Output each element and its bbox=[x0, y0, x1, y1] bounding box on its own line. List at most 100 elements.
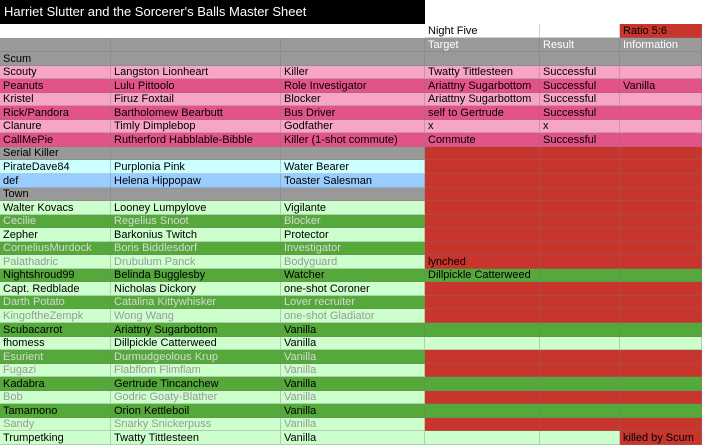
section-header-cell bbox=[281, 188, 425, 201]
info-cell bbox=[620, 174, 702, 188]
role-cell: one-shot Coroner bbox=[281, 282, 425, 296]
character-cell: Snarky Snickerpuss bbox=[111, 418, 281, 431]
player-cell: Kadabra bbox=[0, 377, 111, 391]
target-cell bbox=[425, 174, 540, 188]
character-cell: Barkonius Twitch bbox=[111, 228, 281, 242]
target-cell bbox=[425, 418, 540, 431]
player-cell: Trumpetking bbox=[0, 431, 111, 445]
character-cell: Bartholomew Bearbutt bbox=[111, 106, 281, 120]
player-cell: Fugazi bbox=[0, 364, 111, 377]
result-cell bbox=[540, 296, 620, 309]
player-cell: Kristel bbox=[0, 93, 111, 106]
role-cell: Investigator bbox=[281, 242, 425, 255]
character-cell: Ariattny Sugarbottom bbox=[111, 323, 281, 337]
status-cell bbox=[425, 147, 540, 160]
info-cell bbox=[620, 282, 702, 296]
info-cell: Vanilla bbox=[620, 79, 702, 93]
result-cell: Successful bbox=[540, 106, 620, 120]
sheet-title: Harriet Slutter and the Sorcerer's Balls… bbox=[0, 0, 425, 24]
section-header: Serial Killer bbox=[0, 147, 111, 160]
result-cell bbox=[540, 323, 620, 337]
role-cell: Vanilla bbox=[281, 350, 425, 364]
target-cell: x bbox=[425, 120, 540, 133]
role-cell: Vigilante bbox=[281, 201, 425, 215]
character-cell: Purplonia Pink bbox=[111, 160, 281, 174]
info-cell bbox=[620, 255, 702, 269]
player-cell: Rick/Pandora bbox=[0, 106, 111, 120]
character-cell: Regelius Snoot bbox=[111, 215, 281, 228]
player-cell: Palathadric bbox=[0, 255, 111, 269]
status-cell bbox=[540, 188, 620, 201]
role-cell: Role Investigator bbox=[281, 79, 425, 93]
role-cell: Blocker bbox=[281, 215, 425, 228]
result-cell bbox=[540, 282, 620, 296]
result-cell: Successful bbox=[540, 66, 620, 79]
info-cell bbox=[620, 364, 702, 377]
character-cell: Catalina Kittywhisker bbox=[111, 296, 281, 309]
character-cell: Drubulum Panck bbox=[111, 255, 281, 269]
column-header: Result bbox=[540, 38, 620, 52]
player-cell: KingoftheZempk bbox=[0, 309, 111, 323]
target-cell bbox=[425, 309, 540, 323]
status-cell bbox=[620, 147, 702, 160]
result-cell: x bbox=[540, 120, 620, 133]
role-cell: Killer (1-shot commute) bbox=[281, 133, 425, 147]
result-cell bbox=[540, 201, 620, 215]
role-cell: Lover recruiter bbox=[281, 296, 425, 309]
player-cell: Tamamono bbox=[0, 404, 111, 418]
info-cell bbox=[620, 337, 702, 350]
section-header-cell bbox=[111, 147, 281, 160]
section-header: Scum bbox=[0, 52, 111, 66]
target-cell bbox=[425, 201, 540, 215]
target-cell bbox=[425, 391, 540, 404]
result-cell bbox=[540, 309, 620, 323]
result-cell bbox=[540, 174, 620, 188]
target-cell bbox=[425, 160, 540, 174]
info-cell bbox=[620, 377, 702, 391]
character-cell: Belinda Bugglesby bbox=[111, 269, 281, 282]
empty-cell bbox=[540, 24, 620, 38]
role-cell: Bus Driver bbox=[281, 106, 425, 120]
target-cell bbox=[425, 337, 540, 350]
target-cell: Ariattny Sugarbottom bbox=[425, 93, 540, 106]
role-cell: Toaster Salesman bbox=[281, 174, 425, 188]
character-cell: Wong Wang bbox=[111, 309, 281, 323]
target-cell: self to Gertrude bbox=[425, 106, 540, 120]
character-cell: Orion Kettleboil bbox=[111, 404, 281, 418]
target-cell: Twatty Tittlesteen bbox=[425, 66, 540, 79]
character-cell: Flabflom Flimflam bbox=[111, 364, 281, 377]
role-cell: Watcher bbox=[281, 269, 425, 282]
role-cell: Godfather bbox=[281, 120, 425, 133]
result-cell bbox=[540, 228, 620, 242]
result-cell bbox=[540, 377, 620, 391]
player-cell: fhomess bbox=[0, 337, 111, 350]
player-cell: Zepher bbox=[0, 228, 111, 242]
status-cell bbox=[620, 52, 702, 66]
info-cell bbox=[620, 309, 702, 323]
target-cell bbox=[425, 431, 540, 445]
night-label: Night Five bbox=[425, 24, 540, 38]
info-cell bbox=[620, 215, 702, 228]
player-cell: Esurient bbox=[0, 350, 111, 364]
character-cell: Timly Dimplebop bbox=[111, 120, 281, 133]
info-cell bbox=[620, 269, 702, 282]
result-cell: Successful bbox=[540, 133, 620, 147]
role-cell: Blocker bbox=[281, 93, 425, 106]
player-cell: CallMePie bbox=[0, 133, 111, 147]
status-cell bbox=[425, 52, 540, 66]
character-cell: Lulu Pittoolo bbox=[111, 79, 281, 93]
status-cell bbox=[540, 52, 620, 66]
role-cell: Vanilla bbox=[281, 431, 425, 445]
status-cell bbox=[620, 188, 702, 201]
info-cell bbox=[620, 391, 702, 404]
result-cell: Successful bbox=[540, 79, 620, 93]
result-cell bbox=[540, 160, 620, 174]
player-cell: PirateDave84 bbox=[0, 160, 111, 174]
result-cell bbox=[540, 337, 620, 350]
character-cell: Godric Goaty-Blather bbox=[111, 391, 281, 404]
role-cell: Killer bbox=[281, 66, 425, 79]
player-cell: Nightshroud99 bbox=[0, 269, 111, 282]
role-cell: Water Bearer bbox=[281, 160, 425, 174]
section-header-cell bbox=[281, 147, 425, 160]
